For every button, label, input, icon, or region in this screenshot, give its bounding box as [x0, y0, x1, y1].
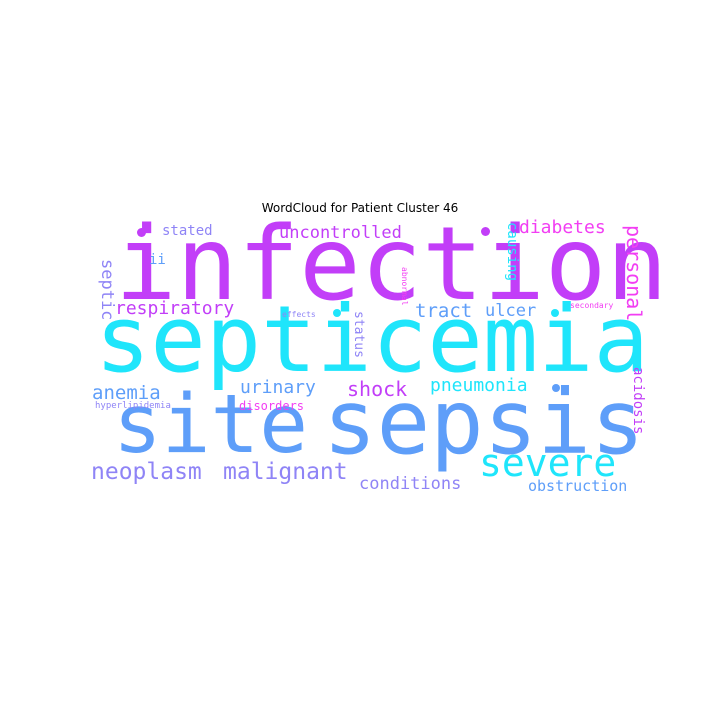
word-tract: tract: [415, 300, 473, 322]
word-status: status: [351, 311, 366, 358]
word-acidosis: acidosis: [630, 367, 646, 435]
word-septic: septic: [97, 259, 117, 321]
dot-mark: [551, 309, 559, 317]
word-uncontrolled: uncontrolled: [279, 223, 402, 243]
word-pneumonia: pneumonia: [430, 375, 528, 396]
word-effects: effects: [282, 310, 316, 319]
word-sepsis: sepsis: [323, 370, 645, 474]
word-abnormal: abnormal: [400, 267, 409, 306]
word-secondary: secondary: [570, 301, 614, 310]
word-shock: shock: [347, 377, 408, 401]
word-diabetes: diabetes: [519, 217, 606, 238]
word-stated: stated: [162, 223, 213, 239]
dot-mark: [552, 384, 560, 392]
word-infection: infection: [115, 205, 668, 324]
dot-mark: [137, 228, 146, 237]
word-ulcer: ulcer: [485, 301, 537, 321]
chart-title: WordCloud for Patient Cluster 46: [261, 201, 459, 215]
word-hyperlipidemia: hyperlipidemia: [95, 401, 171, 411]
word-ii: ii: [149, 252, 166, 268]
word-septicemia: septicemia: [95, 286, 649, 393]
word-neoplasm: neoplasm: [91, 459, 202, 485]
word-respiratory: respiratory: [115, 298, 235, 319]
word-causing: causing: [504, 222, 520, 282]
word-cloud: infection septicemia site sepsis severe …: [91, 214, 668, 495]
dot-mark: [333, 309, 341, 317]
word-personal: personal: [622, 225, 646, 322]
word-obstruction: obstruction: [528, 477, 628, 495]
dot-mark: [481, 227, 490, 236]
word-anemia: anemia: [92, 382, 161, 404]
word-severe: severe: [479, 441, 617, 485]
word-conditions: conditions: [359, 474, 462, 494]
word-urinary: urinary: [240, 377, 316, 398]
word-disorders: disorders: [239, 399, 305, 413]
word-malignant: malignant: [223, 459, 348, 485]
word-site: site: [113, 378, 309, 472]
